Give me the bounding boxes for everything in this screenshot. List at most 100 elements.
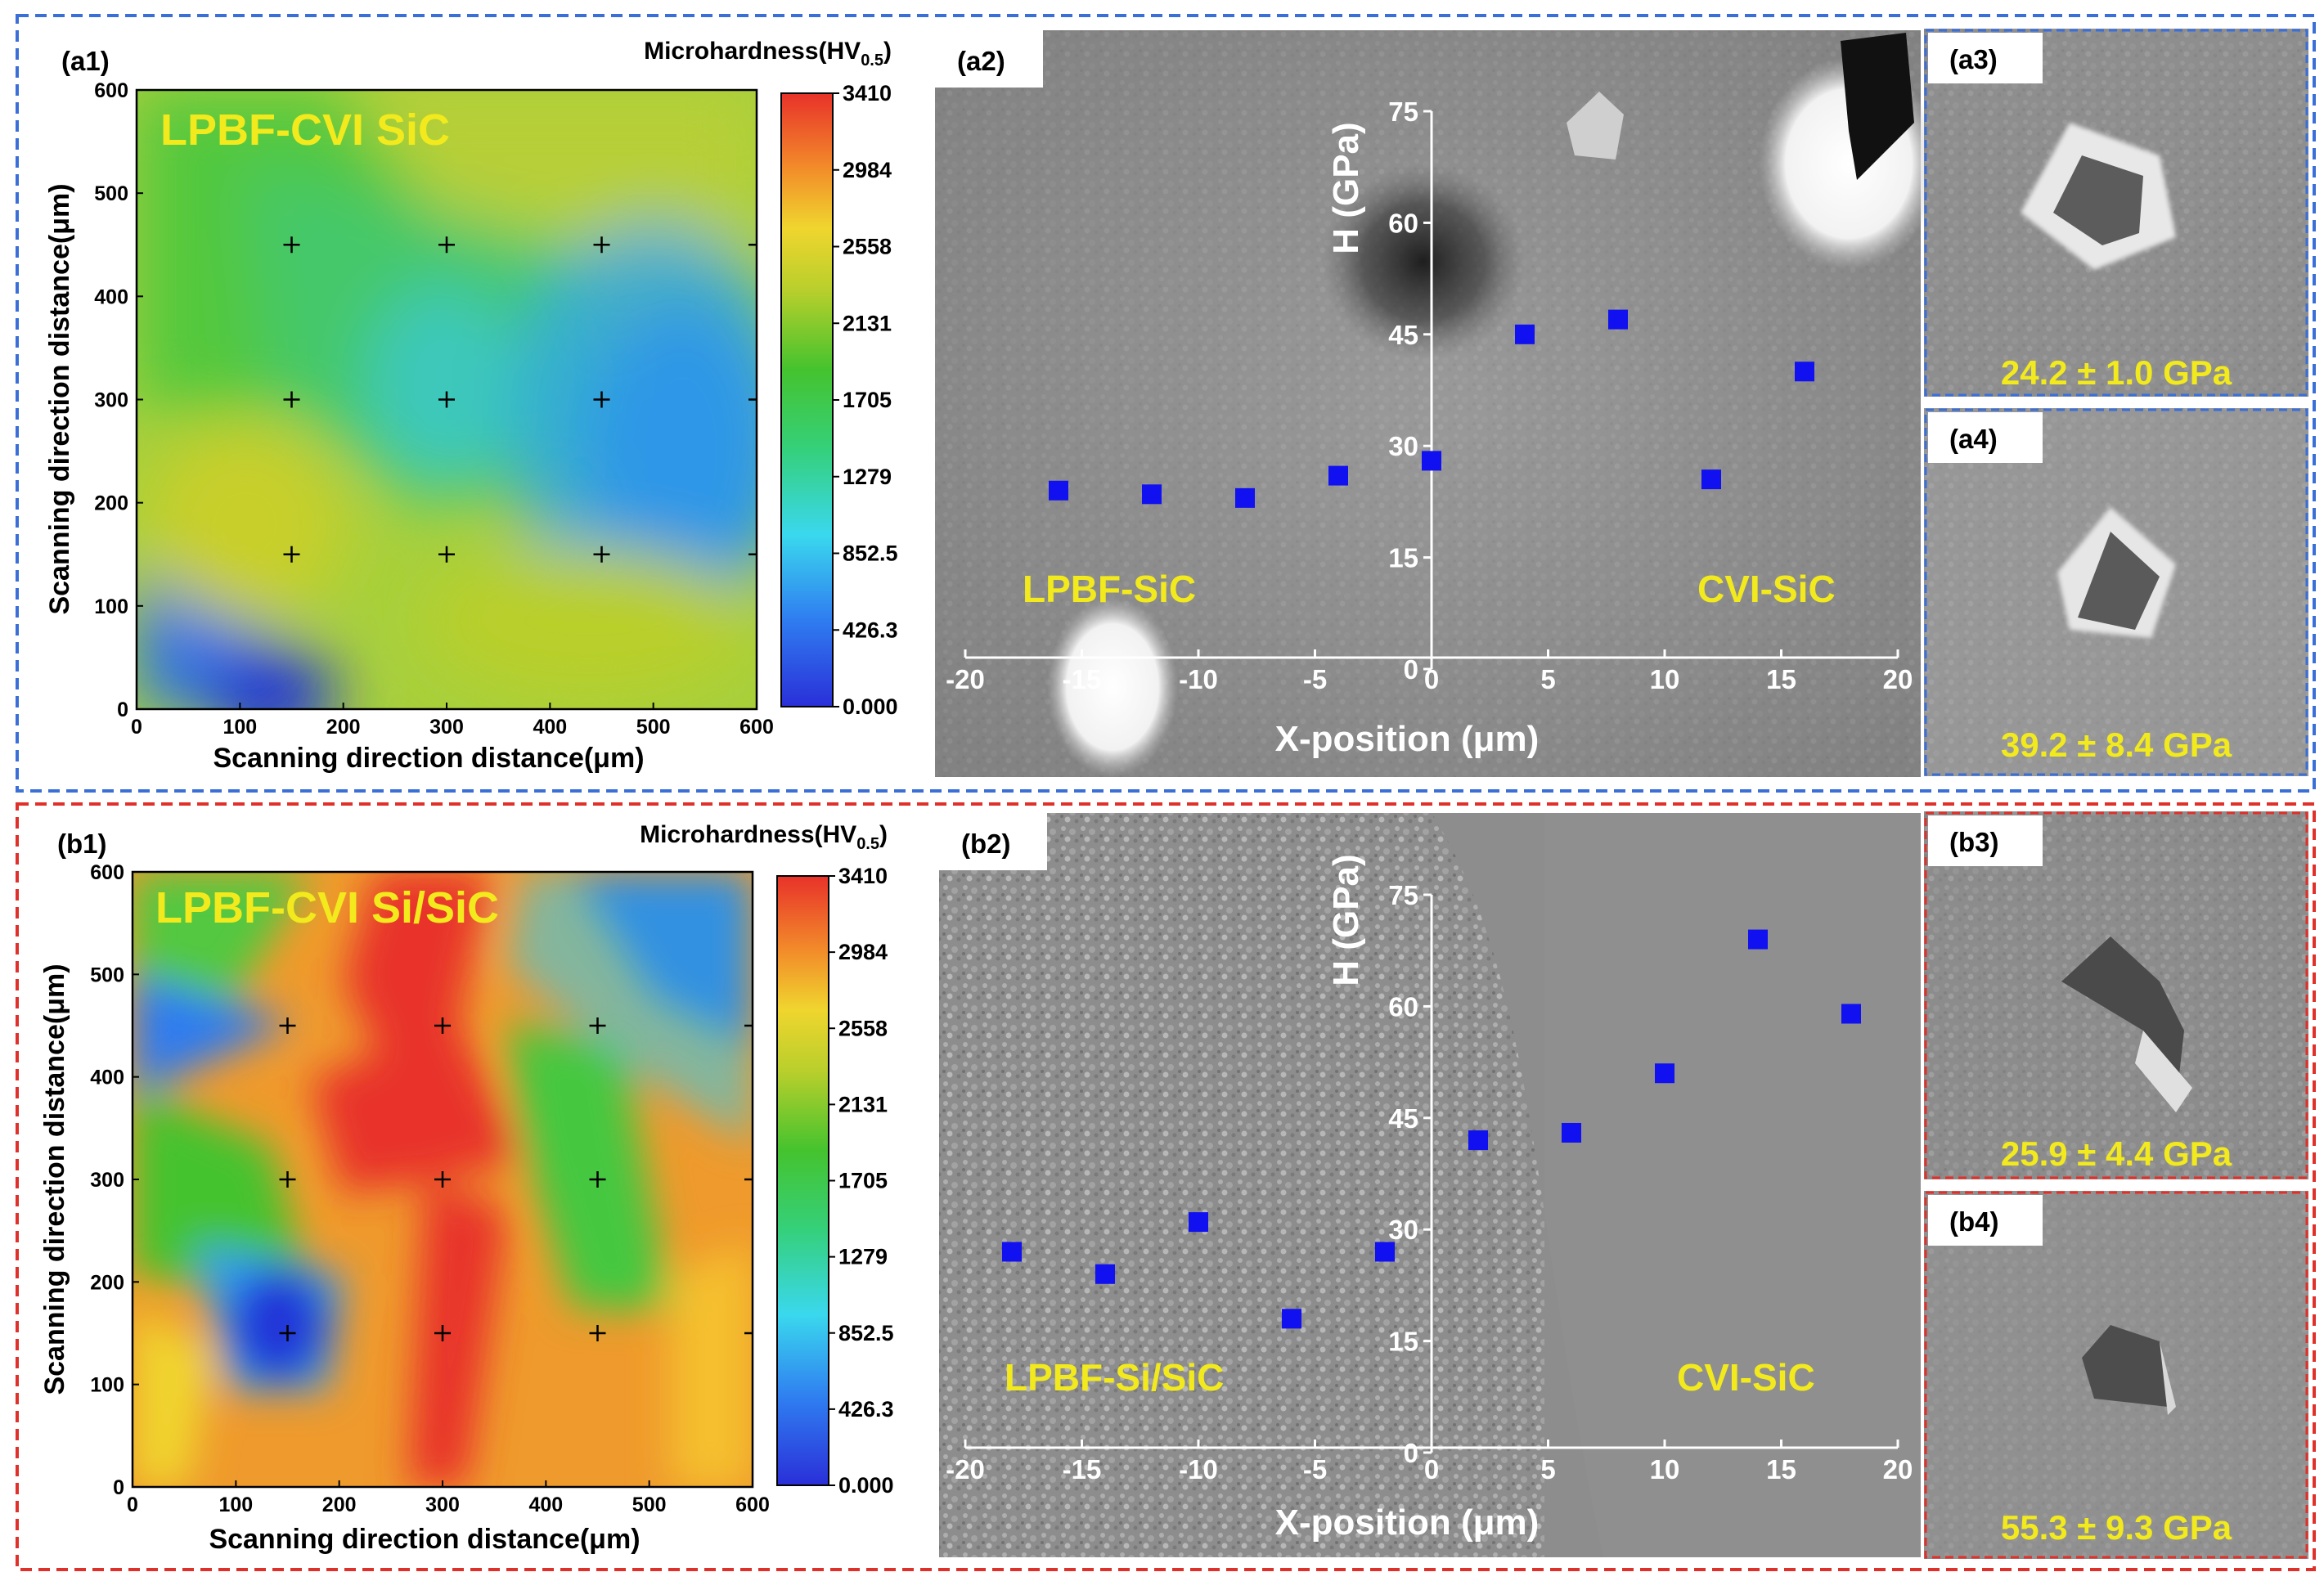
b2-data-point: [1189, 1212, 1208, 1233]
b2-data-point: [1002, 1242, 1022, 1262]
a2-x-tick-label: -15: [1063, 664, 1102, 694]
sem-b2: [939, 813, 1921, 1557]
a1-y-tick-label: 100: [94, 595, 128, 618]
a1-y-tick-label: 600: [94, 79, 128, 102]
colorbar-b-ticks: 3410 2984 2558 2131 1705 1279 852.5 426.3 0.000: [829, 864, 894, 1498]
b2-x-tick-label: -10: [1179, 1454, 1218, 1484]
colorbar-a-tick-label: 426.3: [843, 618, 898, 642]
b2-x-tick-label: 5: [1540, 1454, 1555, 1484]
a2-y-tick-label: 45: [1388, 320, 1418, 350]
svg-text:(b3): (b3): [1949, 827, 1999, 857]
b1-xlabel: Scanning direction distance(μm): [209, 1524, 640, 1555]
b2-x-tick-label: 20: [1883, 1454, 1913, 1484]
b1-indent-mark: [589, 1171, 606, 1188]
colorbar-a-tick-label: 2558: [843, 235, 892, 259]
b1-y-tick-label: 600: [90, 861, 124, 884]
colorbar-a-ticks: 3410 2984 2558 2131 1705 1279 852.5 426.3 0.000: [833, 81, 898, 719]
b2-xlabel: X-position (μm): [1275, 1502, 1540, 1543]
zoom-a4: [1924, 408, 2308, 776]
b1-indent-mark: [434, 1017, 451, 1034]
a2-x-tick-label: 10: [1650, 664, 1680, 694]
colorbar-b-tick-label: 426.3: [838, 1397, 894, 1422]
a1-y-tick-label: 0: [117, 698, 128, 721]
svg-text:(b2): (b2): [961, 829, 1011, 859]
a1-x-tick-label: 500: [636, 716, 671, 739]
colorbar-b: 3410 2984 2558 2131 1705 1279 852.5 426.3 0.000: [776, 864, 894, 1498]
a2-data-point: [1142, 484, 1162, 505]
b1-x-tick-label: 400: [528, 1493, 563, 1516]
b2-x-tick-label: 0: [1424, 1454, 1439, 1484]
panel-label-a1: (a1): [61, 46, 110, 76]
a1-indent-mark: [283, 391, 300, 408]
b1-indent-mark: [589, 1017, 606, 1034]
b2-data-point: [1748, 929, 1768, 950]
a2-data-point: [1328, 465, 1348, 486]
a1-x-tick-label: 100: [223, 716, 257, 739]
b1-y-tick-label: 0: [113, 1476, 124, 1499]
top-frame: [16, 14, 2316, 793]
a1-x-tick-label: 0: [131, 716, 142, 739]
b2-y-tick-label: 30: [1388, 1215, 1418, 1245]
a1-indent-mark: [593, 546, 610, 563]
b3-hardness: 25.9 ± 4.4 GPa: [2001, 1134, 2232, 1173]
svg-text:(b4): (b4): [1949, 1206, 1999, 1237]
a2-y-tick-label: 75: [1388, 97, 1418, 127]
a1-indent-mark: [438, 391, 455, 408]
a1-indent-mark: [593, 391, 610, 408]
b2-data-point: [1562, 1122, 1581, 1143]
colorbar-a-tick-label: 0.000: [843, 694, 898, 719]
b1-indent-mark: [589, 1325, 606, 1341]
a2-x-tick-label: 20: [1883, 664, 1913, 694]
b1-indent-mark: [279, 1017, 296, 1034]
colorbar-a: 3410 2984 2558 2131 1705 1279 852.5 426.3 0.000: [780, 81, 898, 719]
colorbar-b-tick-label: 2558: [838, 1016, 888, 1040]
a2-x-tick-label: -5: [1303, 664, 1327, 694]
a2-y-tick-label: 0: [1404, 654, 1418, 685]
b2-data-point: [1095, 1264, 1115, 1284]
a1-x-tick-label: 600: [739, 716, 774, 739]
b2-scatter: -20 -15 -10 -5 0 5 10 15 20 0 15 30 45 60 75: [946, 880, 1913, 1484]
colorbar-a-tick-label: 2131: [843, 311, 892, 335]
colorbar-a-title: Microhardness(HV0.5): [644, 38, 892, 70]
b2-region-left: LPBF-Si/SiC: [1005, 1356, 1224, 1399]
panel-label-b4: (b4): [1928, 1195, 2043, 1246]
b2-region-right: CVI-SiC: [1677, 1356, 1815, 1399]
colorbar-a-tick-label: 2984: [843, 158, 892, 182]
colorbar-a-tick-label: 3410: [843, 81, 892, 106]
a2-data-point: [1701, 469, 1721, 490]
a2-scatter: -20 -15 -10 -5 0 5 10 15 20 0 15 30 45 60 75: [946, 97, 1913, 694]
a2-y-tick-label: 15: [1388, 543, 1418, 573]
a1-axes: 0 100 200 300 400 500 600 0 100 200 300 400 500 600: [94, 79, 774, 739]
colorbar-b-tick-label: 2131: [838, 1092, 888, 1116]
a1-ylabel: Scanning direction distance(μm): [44, 183, 75, 614]
b2-x-tick-label: -5: [1303, 1454, 1327, 1484]
b2-data-point: [1655, 1063, 1674, 1084]
a1-xlabel: Scanning direction distance(μm): [213, 743, 644, 774]
a1-indent-mark: [438, 236, 455, 254]
b2-y-tick-label: 60: [1388, 991, 1418, 1022]
zoom-a3: [1924, 29, 2308, 397]
colorbar-b-tick-label: 0.000: [838, 1473, 894, 1498]
a2-data-point: [1235, 487, 1255, 508]
a2-x-tick-label: 15: [1766, 664, 1796, 694]
a1-y-tick-label: 200: [94, 492, 128, 515]
b2-x-tick-label: -20: [946, 1454, 985, 1484]
zoom-b3: [1924, 811, 2308, 1179]
b4-hardness: 55.3 ± 9.3 GPa: [2001, 1508, 2232, 1547]
b2-data-point: [1841, 1004, 1861, 1024]
a2-x-tick-label: 5: [1540, 664, 1555, 694]
b1-indent-mark: [434, 1171, 451, 1188]
panel-label-b3: (b3): [1928, 815, 2043, 866]
b2-x-tick-label: -15: [1063, 1454, 1102, 1484]
colorbar-a-tick-label: 852.5: [843, 541, 898, 566]
colorbar-b-tick-label: 2984: [838, 940, 888, 964]
b1-x-tick-label: 200: [322, 1493, 357, 1516]
a1-y-tick-label: 400: [94, 285, 128, 308]
b2-y-tick-label: 45: [1388, 1103, 1418, 1134]
zoom-b4: [1924, 1191, 2308, 1559]
b1-y-tick-label: 300: [90, 1169, 124, 1192]
panel-label-b1: (b1): [57, 829, 107, 859]
panel-label-b2: (b2): [939, 813, 1047, 870]
a1-y-tick-label: 300: [94, 389, 128, 412]
